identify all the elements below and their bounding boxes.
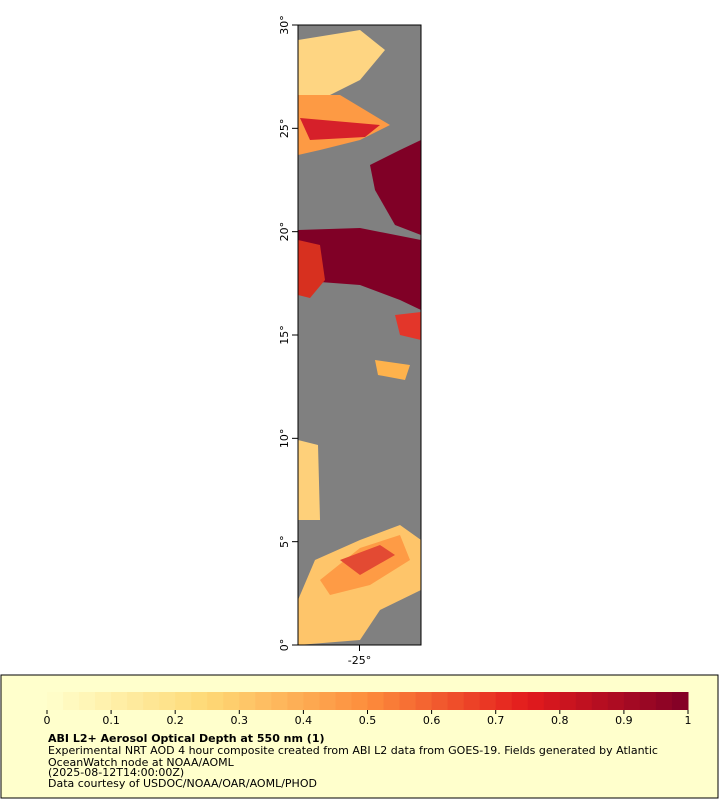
colorbar-tick-label: 0: [44, 714, 51, 727]
colorbar-tick-label: 0.2: [166, 714, 184, 727]
colorbar-tick-label: 0.4: [295, 714, 313, 727]
colorbar-tick-label: 0.7: [487, 714, 505, 727]
colorbar-tick-label: 0.1: [102, 714, 120, 727]
colorbar-swatch: [527, 692, 545, 710]
y-tick-label: 30°: [278, 15, 291, 35]
colorbar-tick-label: 1: [685, 714, 692, 727]
aerosol-area: [298, 440, 320, 520]
colorbar-swatch: [175, 692, 192, 710]
aerosol-area: [300, 118, 380, 140]
colorbar-swatch: [495, 692, 513, 710]
caption-line: (2025-08-12T14:00:00Z): [48, 766, 184, 779]
colorbar-swatch: [479, 692, 497, 710]
colorbar-swatch: [559, 692, 577, 710]
y-tick-label: 25°: [278, 119, 291, 139]
caption-title: ABI L2+ Aerosol Optical Depth at 550 nm …: [48, 732, 325, 745]
colorbar-swatch: [271, 692, 288, 710]
colorbar-swatch: [463, 692, 481, 710]
colorbar-swatch: [655, 692, 673, 710]
colorbar-tick-label: 0.3: [231, 714, 249, 727]
y-tick-label: 15°: [278, 325, 291, 345]
colorbar-swatch: [639, 692, 657, 710]
colorbar-swatch: [623, 692, 641, 710]
colorbar-swatch: [287, 692, 304, 710]
caption-line: Data courtesy of USDOC/NOAA/OAR/AOML/PHO…: [48, 777, 317, 790]
colorbar-swatch: [367, 692, 385, 710]
map-panel: [297, 24, 422, 646]
colorbar-swatch: [303, 692, 320, 710]
aerosol-area: [395, 312, 421, 340]
colorbar-swatch: [591, 692, 609, 710]
colorbar-swatch: [399, 692, 417, 710]
colorbar-swatch: [95, 692, 112, 710]
colorbar-swatch: [543, 692, 561, 710]
y-tick-label: 5°: [278, 535, 291, 548]
colorbar-swatch: [575, 692, 593, 710]
colorbar-swatch: [447, 692, 465, 710]
colorbar-swatch: [383, 692, 401, 710]
colorbar-swatch: [223, 692, 240, 710]
colorbar-swatch: [607, 692, 625, 710]
colorbar-tick-label: 0.8: [551, 714, 569, 727]
colorbar-swatch: [335, 692, 352, 710]
caption-line: Experimental NRT AOD 4 hour composite cr…: [48, 744, 658, 757]
colorbar-swatch: [47, 692, 64, 710]
caption-line: OceanWatch node at NOAA/AOML: [48, 756, 235, 769]
colorbar-tick-label: 0.6: [423, 714, 441, 727]
colorbar-swatch: [127, 692, 144, 710]
colorbar-swatch: [415, 692, 433, 710]
colorbar-swatch: [351, 692, 368, 710]
colorbar-swatch: [671, 692, 689, 710]
colorbar-tick-label: 0.5: [359, 714, 377, 727]
colorbar-swatch: [79, 692, 96, 710]
y-tick-label: 20°: [278, 222, 291, 242]
colorbar-swatch: [239, 692, 256, 710]
colorbar-swatch: [511, 692, 529, 710]
colorbar-swatch: [431, 692, 449, 710]
colorbar-swatch: [191, 692, 208, 710]
aerosol-area: [370, 140, 421, 235]
colorbar-swatch: [207, 692, 224, 710]
colorbar-swatch: [319, 692, 336, 710]
x-tick-label: -25°: [348, 654, 371, 667]
y-tick-label: 0°: [278, 639, 291, 652]
colorbar-swatch: [143, 692, 160, 710]
aerosol-area: [298, 228, 421, 310]
colorbar-swatch: [255, 692, 272, 710]
aerosol-area: [298, 240, 325, 298]
aerosol-area: [375, 360, 410, 380]
aerosol-area: [340, 545, 395, 575]
colorbar-swatch: [159, 692, 176, 710]
colorbar-swatch: [63, 692, 80, 710]
colorbar-swatch: [111, 692, 128, 710]
aerosol-area: [298, 30, 385, 95]
y-tick-label: 10°: [278, 429, 291, 449]
colorbar-tick-label: 0.9: [615, 714, 633, 727]
